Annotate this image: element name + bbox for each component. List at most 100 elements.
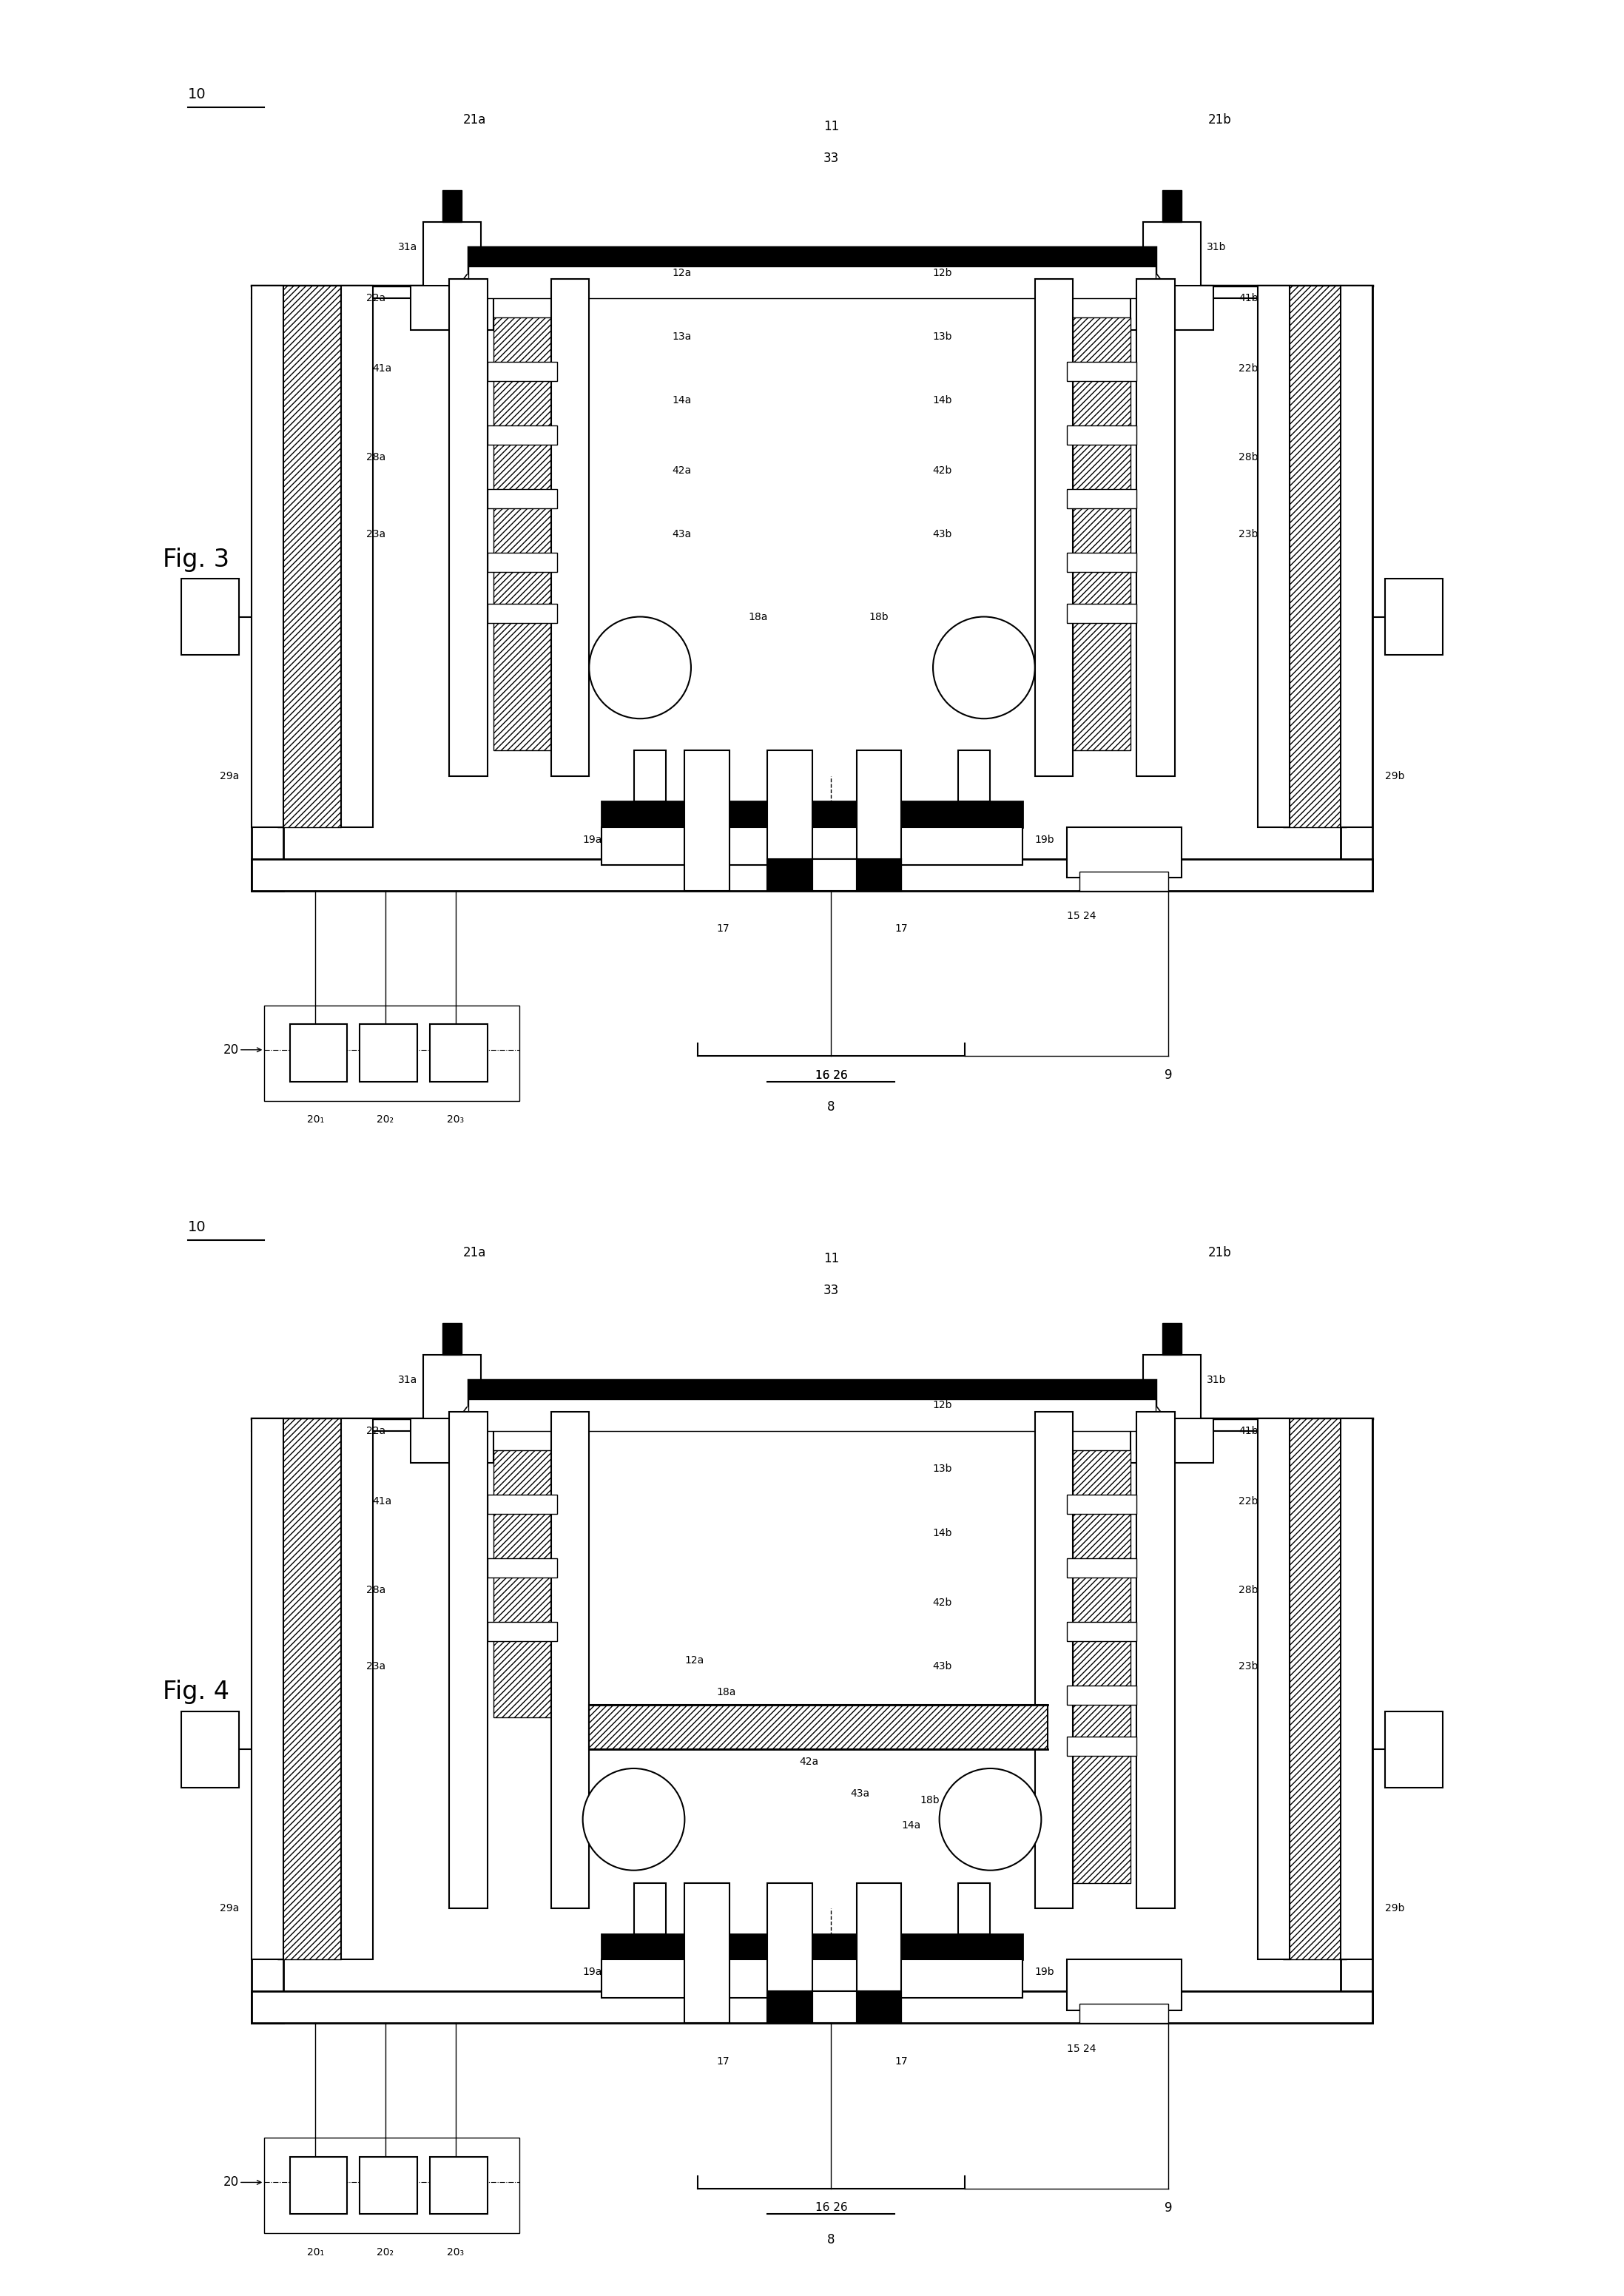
Text: 23a: 23a	[365, 1662, 385, 1671]
Bar	[1385, 579, 1442, 654]
Text: 23b: 23b	[1239, 528, 1259, 540]
Text: 20₁: 20₁	[307, 1114, 323, 1125]
Text: 21b: 21b	[1208, 1247, 1231, 1258]
Text: 23a: 23a	[365, 528, 385, 540]
Bar	[768, 1991, 812, 2023]
Bar	[1034, 1412, 1073, 1908]
Bar	[289, 1024, 348, 1081]
Bar	[430, 2156, 487, 2213]
Bar	[1340, 1419, 1372, 1958]
Text: 43a: 43a	[851, 1789, 869, 1800]
Bar	[1163, 191, 1181, 223]
Text: 9: 9	[1164, 1068, 1173, 1081]
Bar	[1067, 1621, 1137, 1642]
Bar	[443, 1322, 461, 1355]
Bar	[1130, 285, 1213, 331]
Bar	[361, 1024, 417, 1081]
Text: 19b: 19b	[1034, 1968, 1054, 1977]
Text: 20₁: 20₁	[307, 2248, 323, 2257]
Text: 10: 10	[188, 1219, 206, 1235]
Bar	[487, 363, 557, 381]
Bar	[1163, 1322, 1181, 1355]
Bar	[494, 317, 551, 751]
Bar	[278, 285, 341, 827]
Text: 28b: 28b	[1239, 452, 1259, 464]
Text: 31a: 31a	[398, 1375, 417, 1384]
Text: 18a: 18a	[749, 611, 768, 622]
Text: 14b: 14b	[932, 1527, 952, 1538]
Bar	[252, 1419, 284, 1958]
Bar	[1340, 1419, 1372, 2023]
Circle shape	[934, 618, 1034, 719]
Bar	[487, 1559, 557, 1577]
Bar	[424, 1355, 481, 1430]
Text: 20₃: 20₃	[447, 1114, 464, 1125]
Bar	[1385, 1711, 1442, 1789]
Text: 14a: 14a	[672, 395, 692, 406]
Text: 43a: 43a	[672, 528, 692, 540]
Bar	[1080, 2004, 1169, 2023]
Bar	[768, 859, 812, 891]
Bar	[411, 285, 494, 331]
Bar	[468, 266, 1156, 298]
Text: 20₂: 20₂	[377, 1114, 395, 1125]
Bar	[551, 280, 590, 776]
Text: 22b: 22b	[1239, 1495, 1259, 1506]
Bar	[551, 1412, 590, 1908]
Bar	[487, 1495, 557, 1513]
Bar	[633, 1883, 666, 1933]
Text: Fig. 4: Fig. 4	[162, 1681, 229, 1704]
Bar	[812, 859, 901, 891]
Bar	[341, 1419, 372, 1958]
Bar	[1067, 553, 1137, 572]
Text: 12b: 12b	[932, 1401, 952, 1410]
Text: 22a: 22a	[365, 294, 385, 303]
Text: 12b: 12b	[932, 269, 952, 278]
Bar	[468, 1398, 1156, 1430]
Text: 11: 11	[823, 1251, 840, 1265]
Text: 29a: 29a	[219, 1903, 239, 1913]
Bar	[448, 280, 487, 776]
Text: 19b: 19b	[1034, 833, 1054, 845]
Text: 19a: 19a	[583, 833, 603, 845]
Bar	[430, 1024, 487, 1081]
Text: 29b: 29b	[1385, 1903, 1405, 1913]
Text: 9: 9	[1164, 2202, 1173, 2216]
Text: 16 26: 16 26	[815, 1070, 848, 1081]
Bar	[361, 2156, 417, 2213]
Text: 20: 20	[222, 1042, 239, 1056]
Text: 13a: 13a	[749, 1720, 768, 1729]
Bar	[252, 1991, 1372, 2023]
Text: 21b: 21b	[1208, 113, 1231, 126]
Bar	[1283, 1419, 1346, 1958]
Text: 42a: 42a	[672, 466, 692, 475]
Text: 31b: 31b	[1207, 241, 1226, 253]
Bar	[289, 2156, 348, 2213]
Bar	[487, 604, 557, 622]
Text: 18b: 18b	[869, 611, 888, 622]
Bar	[812, 1991, 901, 2023]
Bar	[856, 859, 901, 891]
Text: 22b: 22b	[1239, 363, 1259, 374]
Bar	[411, 1419, 494, 1463]
Bar	[252, 285, 284, 891]
Bar	[1073, 1451, 1130, 1883]
Bar	[685, 751, 729, 891]
Text: 33: 33	[823, 1283, 840, 1297]
Text: 10: 10	[188, 87, 206, 101]
Bar	[1067, 363, 1137, 381]
Bar	[487, 1621, 557, 1642]
Text: 12a: 12a	[685, 1655, 705, 1665]
Text: 41b: 41b	[1239, 1426, 1259, 1435]
Bar	[278, 1419, 341, 1958]
Bar	[1137, 280, 1176, 776]
Bar	[182, 1711, 239, 1789]
Bar	[1067, 489, 1137, 507]
Text: 28a: 28a	[365, 1584, 385, 1596]
Bar	[856, 1991, 901, 2023]
Bar	[603, 801, 1021, 827]
Circle shape	[939, 1768, 1041, 1871]
Text: 41a: 41a	[372, 1495, 391, 1506]
Bar	[603, 1933, 1021, 1958]
Bar	[468, 1380, 1156, 1405]
